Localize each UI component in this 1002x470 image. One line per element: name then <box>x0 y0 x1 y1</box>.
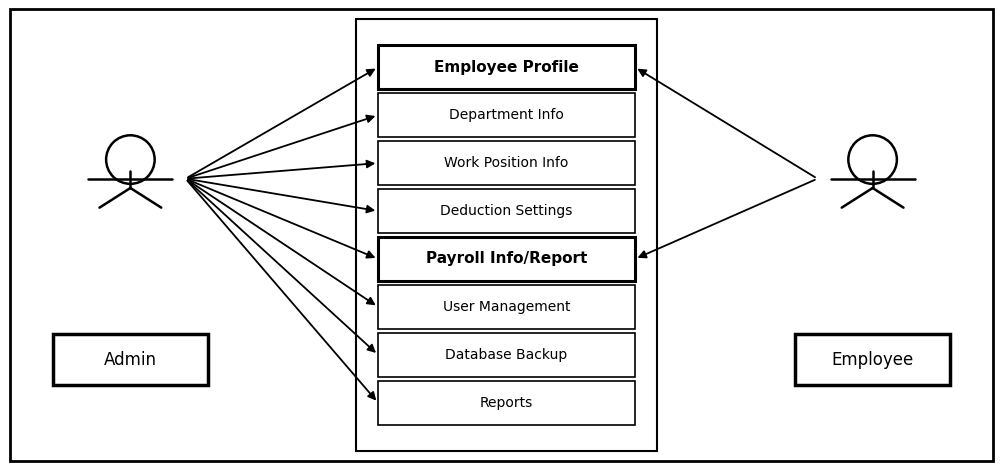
Text: Employee: Employee <box>831 351 913 368</box>
Text: Employee Profile: Employee Profile <box>434 60 578 75</box>
Text: Admin: Admin <box>104 351 156 368</box>
FancyBboxPatch shape <box>378 237 634 281</box>
FancyBboxPatch shape <box>53 334 208 385</box>
Text: Reports: Reports <box>479 396 533 410</box>
Text: Payroll Info/Report: Payroll Info/Report <box>426 251 586 266</box>
FancyBboxPatch shape <box>378 93 634 137</box>
Text: Deduction Settings: Deduction Settings <box>440 204 572 218</box>
FancyBboxPatch shape <box>378 141 634 185</box>
FancyBboxPatch shape <box>378 46 634 89</box>
Text: User Management: User Management <box>442 300 570 314</box>
Text: Database Backup: Database Backup <box>445 348 567 362</box>
FancyBboxPatch shape <box>356 19 656 451</box>
Text: Department Info: Department Info <box>449 108 563 122</box>
FancyBboxPatch shape <box>10 9 992 461</box>
FancyBboxPatch shape <box>795 334 950 385</box>
FancyBboxPatch shape <box>378 189 634 233</box>
FancyBboxPatch shape <box>378 333 634 377</box>
Ellipse shape <box>106 135 154 184</box>
FancyBboxPatch shape <box>378 381 634 425</box>
FancyBboxPatch shape <box>378 285 634 329</box>
Text: Work Position Info: Work Position Info <box>444 156 568 170</box>
Ellipse shape <box>848 135 896 184</box>
